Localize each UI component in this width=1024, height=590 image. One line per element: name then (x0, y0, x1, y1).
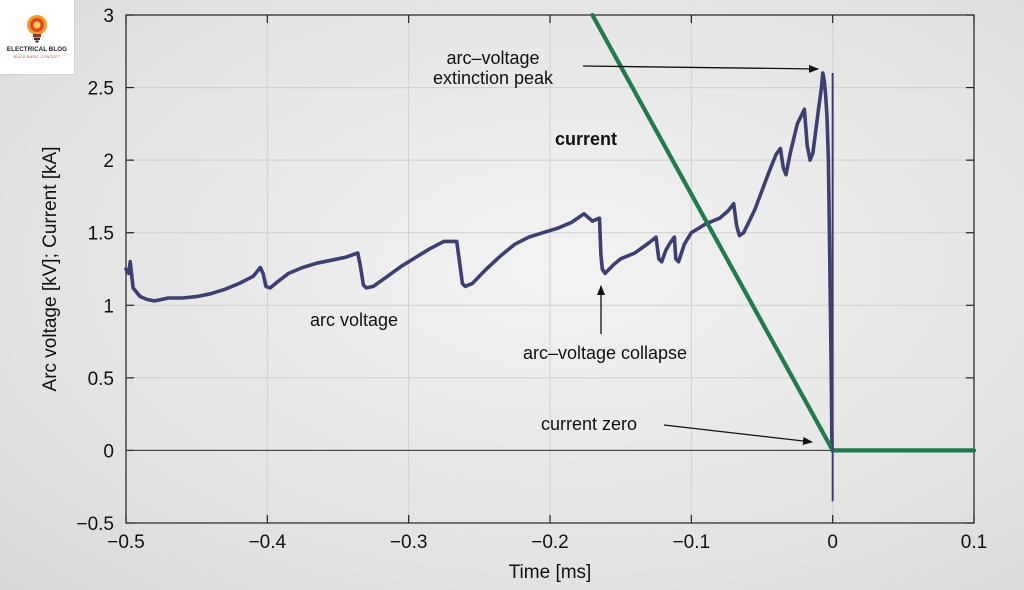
y-tick-label: 2.5 (88, 79, 114, 100)
lightbulb-icon (27, 15, 47, 43)
series-group (124, 12, 977, 502)
x-tick-label: −0.2 (531, 532, 569, 553)
extinction-peak-arrow (582, 64, 819, 73)
y-tick-label: 2 (103, 151, 114, 172)
y-tick-label: 1.5 (88, 224, 114, 245)
y-tick-label: 0.5 (88, 369, 114, 390)
annotation-extinction-peak-line-0: arc–voltage (446, 48, 539, 68)
annotation-current-zero-line-0: current zero (541, 414, 637, 434)
annotation-voltage-collapse-line-0: arc–voltage collapse (523, 343, 687, 363)
y-tick-label: −0.5 (76, 514, 114, 535)
y-tick-label: 3 (103, 6, 114, 27)
y-tick-label: 0 (103, 441, 114, 462)
y-axis-label: Arc voltage [kV]; Current [kA] (40, 147, 61, 392)
brand-name: ELECTRICAL BLOG (6, 46, 68, 53)
x-tick-label: 0 (827, 532, 838, 553)
brand-logo: ELECTRICAL BLOG BUILD BASIC CONCEPT (0, 0, 74, 74)
annotation-arc-voltage-label-line-0: arc voltage (310, 310, 398, 330)
x-tick-label: −0.1 (673, 532, 711, 553)
grid (125, 14, 975, 524)
annotation-current-label-line-0: current (555, 129, 617, 149)
y-tick-label: 1 (103, 296, 114, 317)
x-tick-label: −0.5 (107, 532, 145, 553)
annotation-extinction-peak-line-1: extinction peak (433, 68, 554, 88)
x-tick-label: −0.3 (390, 532, 428, 553)
x-axis-label: Time [ms] (509, 562, 592, 583)
brand-tagline: BUILD BASIC CONCEPT (13, 55, 61, 59)
x-tick-label: 0.1 (961, 532, 987, 553)
arc-voltage-line (124, 71, 834, 453)
axis-ticks: −0.5 −0.4 −0.3 −0.2 −0.1 0 0.1 −0.5 0 0.5 1 1.5 2 2.5… (76, 6, 987, 553)
x-tick-label: −0.4 (249, 532, 287, 553)
current-zero-arrow (663, 424, 813, 445)
